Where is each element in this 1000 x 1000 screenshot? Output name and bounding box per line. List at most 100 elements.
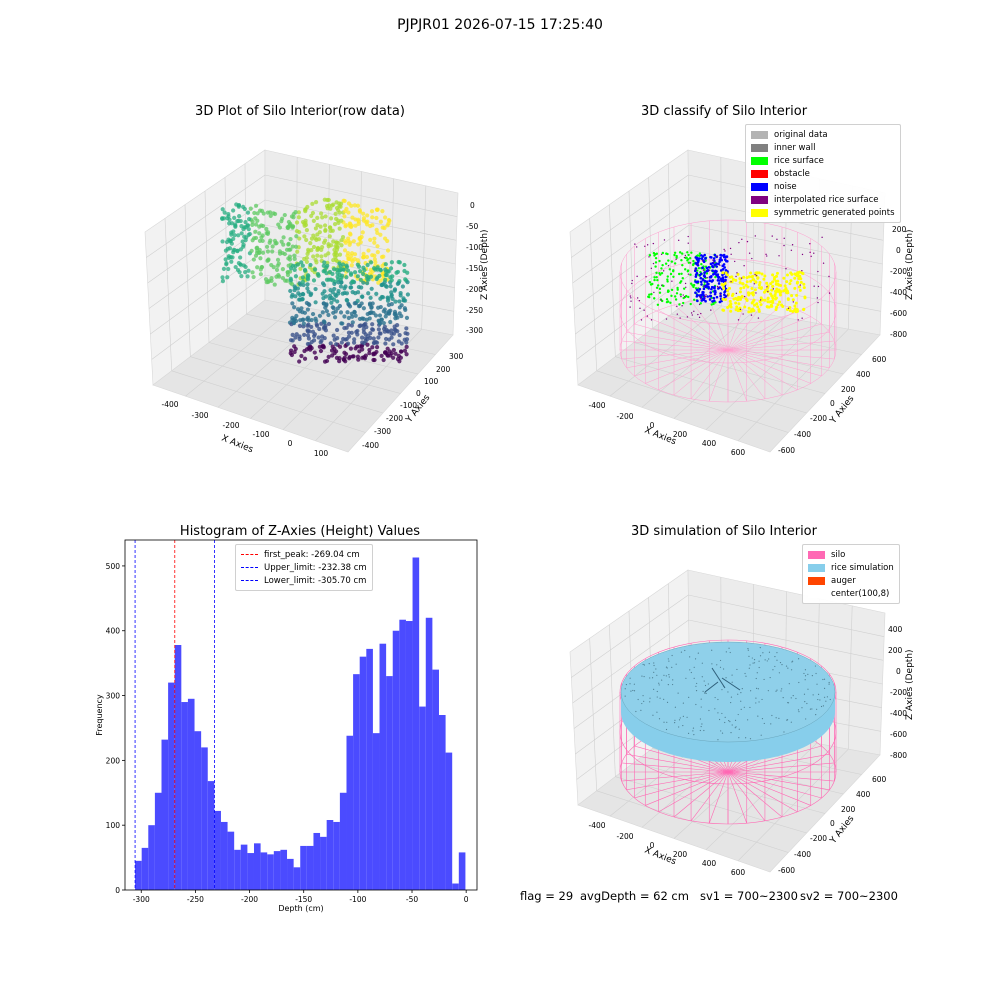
classified-point: [711, 269, 714, 272]
classified-point: [723, 290, 726, 294]
histogram-bar: [399, 619, 406, 890]
classified-point: [716, 274, 720, 278]
classified-point: [745, 298, 749, 302]
rice-point: [778, 717, 780, 719]
raw-point: [257, 231, 262, 236]
classified-point: [728, 286, 732, 290]
raw-point: [306, 289, 311, 294]
rice-point: [649, 697, 651, 699]
panel2-title: 3D classify of Silo Interior: [640, 104, 808, 119]
rice-point: [798, 681, 800, 684]
rice-point: [699, 729, 701, 732]
histogram-bar: [432, 669, 439, 890]
raw-point: [243, 220, 248, 225]
rice-point: [791, 661, 793, 663]
raw-point: [264, 244, 270, 249]
classified-point: [741, 282, 745, 286]
raw-point: [320, 215, 325, 220]
rice-point: [678, 719, 681, 721]
raw-point: [350, 215, 355, 220]
rice-point: [803, 672, 805, 675]
rice-point: [815, 672, 817, 675]
rice-point: [718, 718, 721, 721]
classified-point: [816, 297, 819, 299]
raw-point: [297, 281, 302, 286]
classified-point: [661, 251, 665, 255]
raw-point: [309, 324, 314, 330]
histogram-bar: [227, 831, 235, 890]
classified-point: [684, 268, 687, 271]
raw-point: [358, 323, 363, 328]
raw-point: [339, 201, 344, 206]
rice-point: [778, 672, 780, 674]
raw-point: [351, 340, 357, 345]
rice-point: [774, 665, 776, 668]
classified-point: [791, 244, 794, 246]
grid-line: [146, 174, 266, 258]
rice-point: [674, 706, 676, 708]
classified-point: [654, 261, 658, 264]
raw-point: [311, 254, 316, 259]
classified-point: [749, 271, 753, 275]
raw-point: [305, 286, 310, 291]
classified-point: [802, 282, 806, 286]
raw-point: [375, 250, 380, 255]
raw-point: [392, 324, 397, 329]
rice-point: [817, 698, 819, 701]
grid-line: [705, 323, 817, 430]
raw-point: [292, 344, 297, 349]
grid-line: [609, 305, 722, 397]
classified-point: [655, 276, 658, 279]
classified-point: [798, 270, 802, 274]
raw-point: [382, 215, 388, 220]
silo-spoke: [727, 316, 811, 351]
rice-point: [787, 667, 789, 669]
histogram-bar: [280, 849, 288, 890]
y-tick-label: 0: [115, 886, 120, 895]
classified-point: [776, 303, 780, 307]
raw-point: [378, 296, 383, 301]
classified-point: [735, 275, 737, 278]
silo-spoke: [727, 340, 835, 351]
raw-point: [327, 225, 333, 230]
classified-point: [631, 282, 633, 285]
classified-point: [648, 256, 650, 258]
raw-point: [317, 313, 323, 318]
classified-point: [782, 276, 786, 280]
classified-point: [699, 276, 703, 280]
raw-point: [382, 225, 387, 231]
raw-point: [247, 216, 252, 222]
rice-point: [768, 651, 771, 653]
histogram-bar: [161, 739, 169, 890]
raw-point: [302, 268, 308, 273]
rice-point: [783, 731, 785, 733]
classified-point: [700, 312, 702, 315]
classified-point: [753, 288, 757, 292]
classified-point: [795, 281, 799, 285]
classified-point: [668, 268, 671, 271]
raw-point: [357, 209, 363, 214]
raw-point: [305, 275, 310, 281]
raw-point: [319, 254, 324, 259]
classified-point: [704, 256, 707, 260]
classified-point: [676, 305, 678, 308]
raw-point: [318, 348, 324, 354]
rice-point: [757, 715, 759, 717]
raw-point: [297, 334, 302, 339]
classified-point: [751, 274, 755, 278]
x-tick-label: -50: [406, 895, 418, 904]
rice-point: [700, 698, 702, 700]
grid-line: [264, 249, 455, 288]
classified-point: [701, 266, 704, 270]
raw-point: [226, 254, 231, 259]
raw-point: [375, 230, 380, 236]
silo-spoke: [645, 316, 729, 351]
rice-point: [656, 674, 658, 676]
classified-point: [712, 259, 714, 261]
classified-point: [712, 302, 715, 306]
grid-line: [641, 311, 754, 408]
rice-point: [729, 721, 731, 723]
classified-point: [650, 292, 653, 296]
rice-point: [804, 675, 807, 677]
rice-point: [804, 679, 806, 681]
